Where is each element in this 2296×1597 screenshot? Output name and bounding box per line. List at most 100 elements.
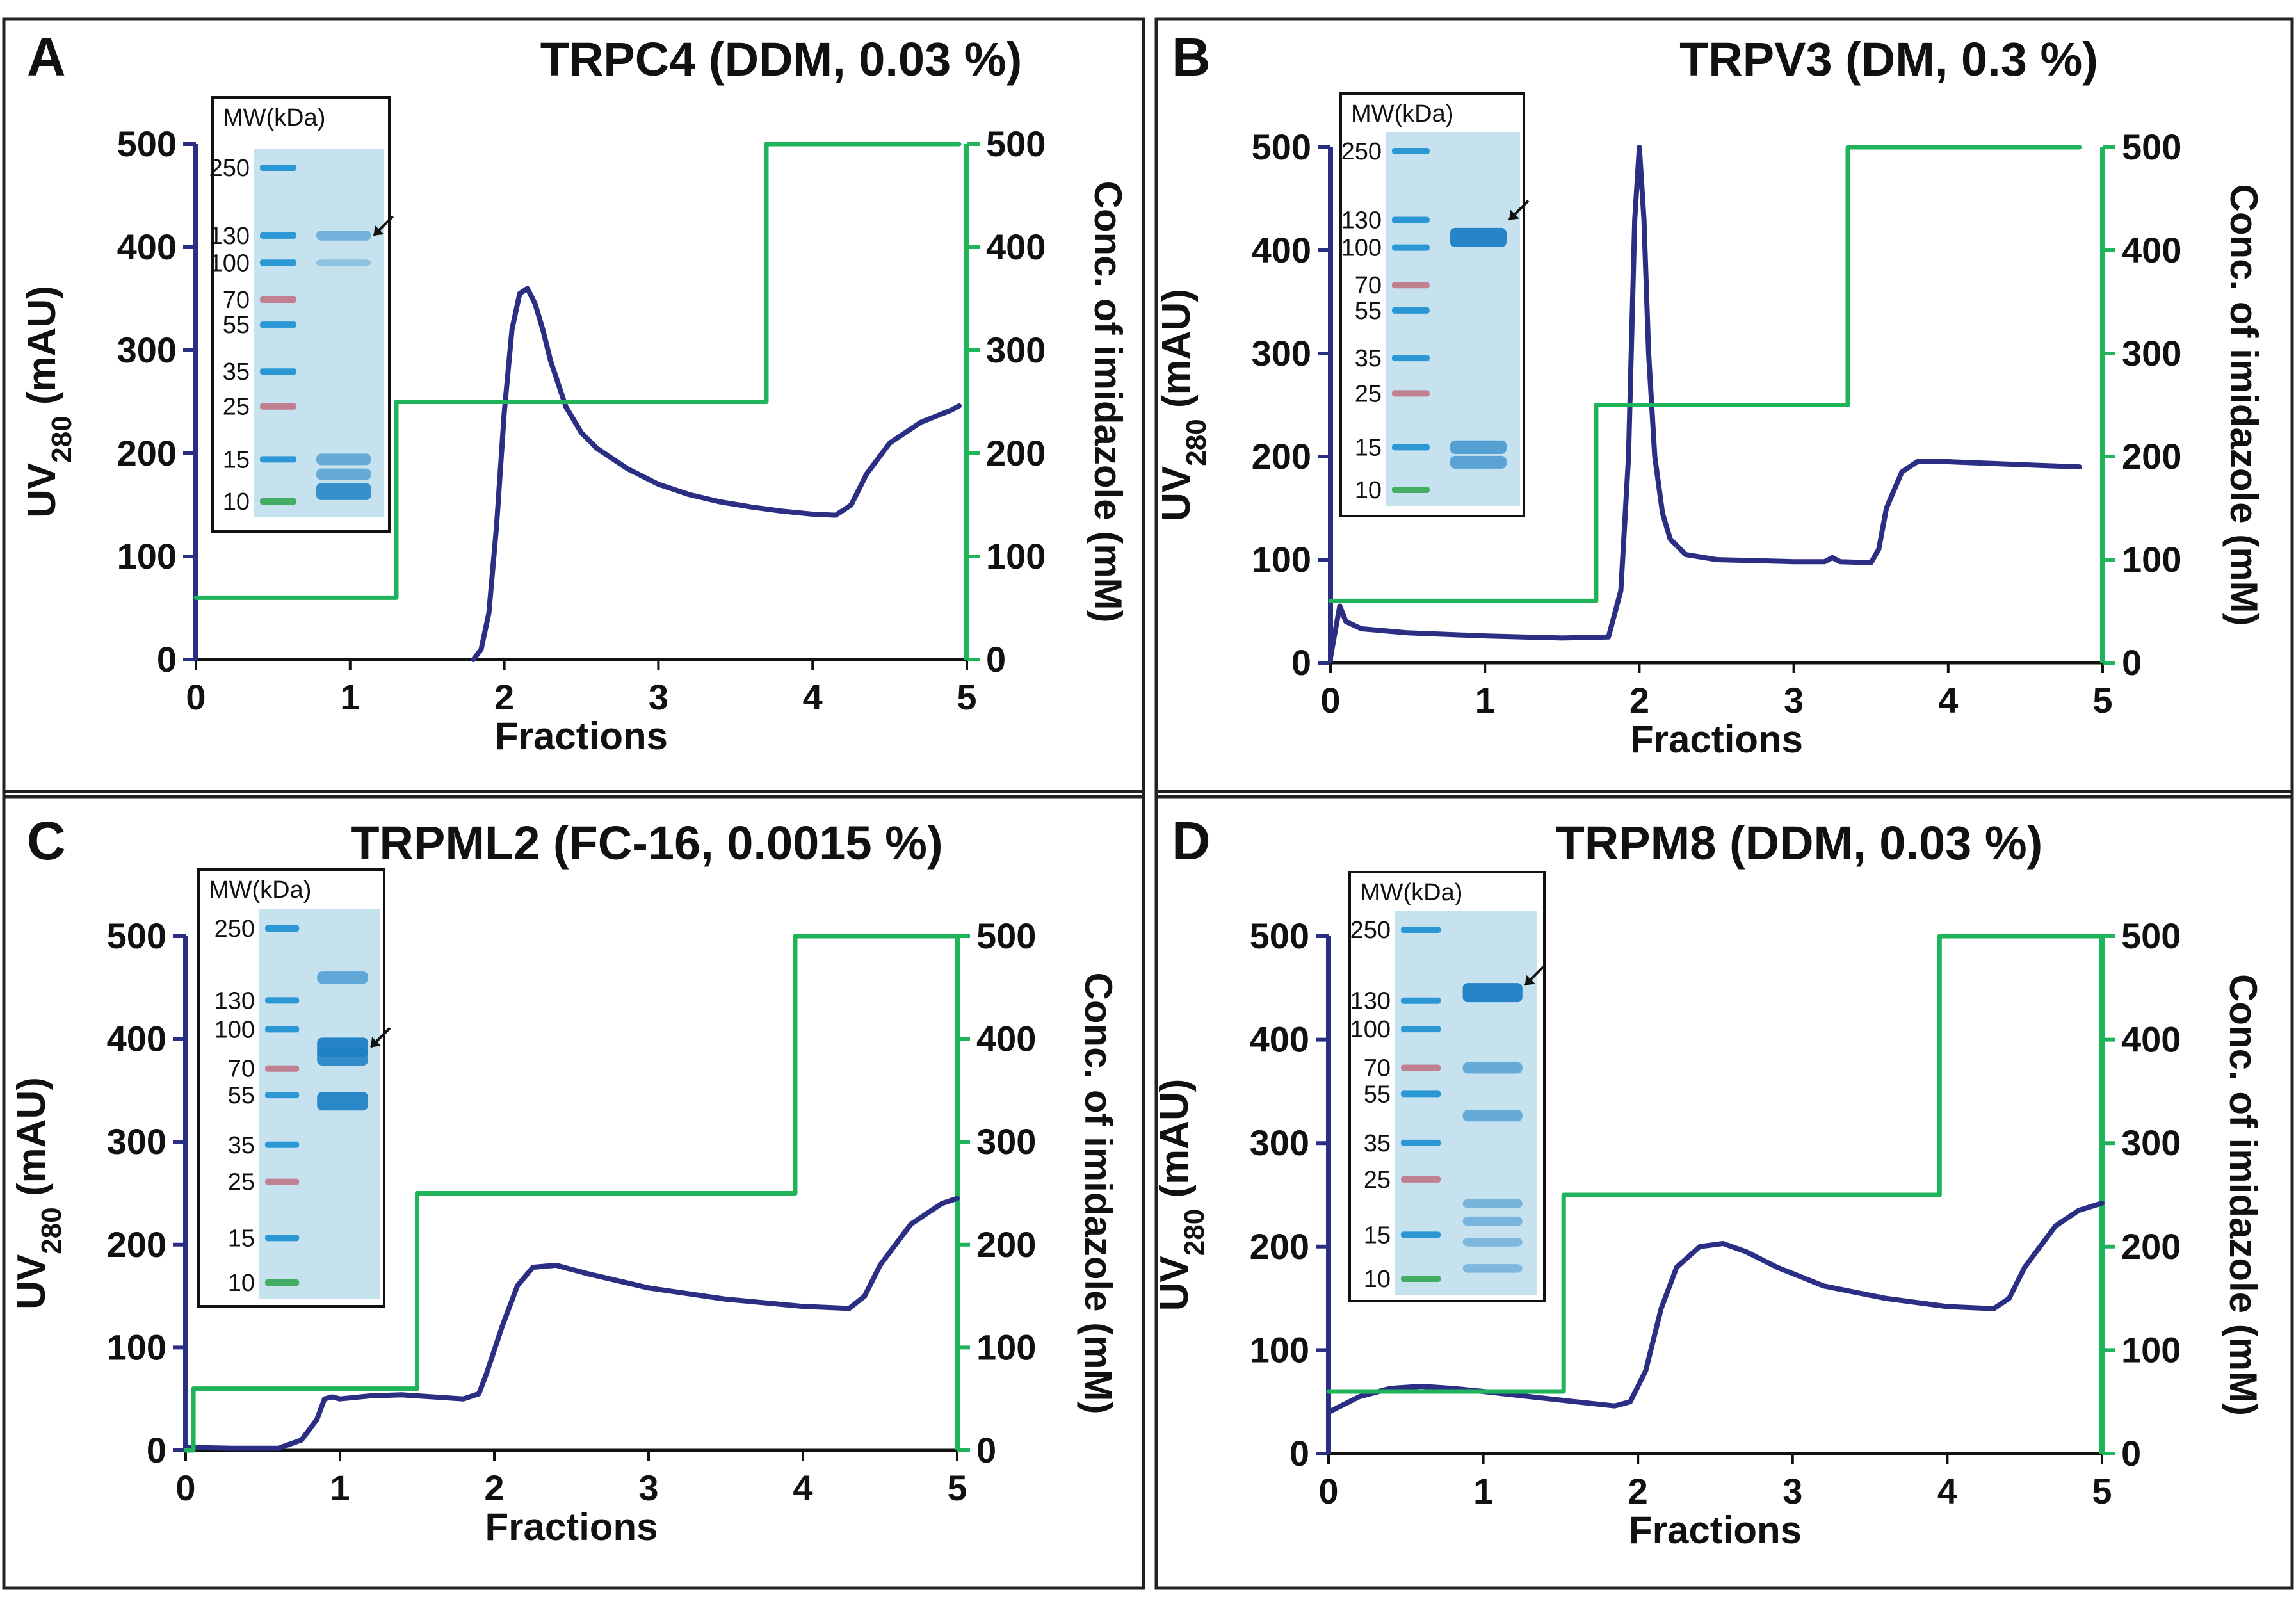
x-tick-label: 3 — [638, 1468, 658, 1508]
x-tick-label: 1 — [340, 677, 360, 717]
y-tick-label-right: 300 — [2121, 1123, 2181, 1163]
sample-band — [1450, 440, 1507, 454]
y-label-unit: (mAU) — [1154, 289, 1199, 419]
ladder-band — [260, 403, 297, 410]
y-axis-left-label: UV280 (mAU) — [10, 1077, 67, 1309]
y-tick-label-right: 100 — [986, 536, 1046, 576]
y-tick-label-left: 100 — [1250, 1329, 1309, 1370]
sample-band — [317, 1048, 368, 1066]
ladder-band — [265, 1279, 300, 1286]
y-tick-label-right: 300 — [2122, 333, 2181, 373]
x-tick-label: 2 — [1628, 1471, 1648, 1511]
sample-band — [1450, 455, 1507, 469]
y-axis-left-label: UV280 (mAU) — [1152, 1079, 1210, 1311]
gel-arrow-head — [371, 1037, 381, 1048]
sample-band — [1450, 227, 1507, 247]
x-tick-label: 4 — [793, 1468, 812, 1508]
y-tick-label-left: 400 — [1252, 230, 1311, 270]
ladder-band — [1392, 282, 1430, 289]
y-tick-label-right: 200 — [976, 1224, 1036, 1265]
ladder-band — [1401, 997, 1441, 1004]
x-tick-label: 3 — [649, 677, 668, 717]
gel-image — [1395, 911, 1537, 1295]
chart-title: TRPML2 (FC-16, 0.0015 %) — [350, 816, 942, 870]
ladder-band — [260, 456, 297, 463]
sample-band — [316, 259, 371, 266]
gel-marker-label: 25 — [223, 394, 250, 421]
y-tick-label-left: 500 — [1250, 916, 1309, 956]
ladder-band — [260, 368, 297, 375]
ladder-band — [260, 259, 297, 266]
gel-mw-header: MW(kDa) — [1351, 101, 1453, 127]
ladder-band — [1392, 244, 1430, 251]
ladder-band — [1401, 1139, 1441, 1146]
panel-frame — [1154, 17, 2294, 798]
gel-marker-label: 15 — [1355, 434, 1382, 461]
y-tick-label-left: 100 — [1252, 539, 1311, 580]
sample-band — [1462, 1238, 1523, 1247]
gel-marker-label: 15 — [228, 1225, 255, 1252]
gel-arrow-head — [1524, 975, 1535, 985]
gel-marker-label: 250 — [1350, 917, 1391, 944]
x-tick-label: 4 — [1938, 680, 1958, 720]
y-tick-label-right: 0 — [986, 639, 1006, 679]
y-tick-label-left: 400 — [107, 1019, 166, 1059]
sample-band — [1462, 983, 1523, 1003]
x-tick-label: 0 — [1320, 680, 1340, 720]
y-label-subscript: 280 — [36, 1207, 67, 1254]
sample-band — [1462, 1062, 1523, 1074]
gel-marker-label: 130 — [209, 223, 250, 250]
x-tick-label: 0 — [1318, 1471, 1338, 1511]
y-axis-left-label: UV280 (mAU) — [20, 286, 77, 518]
ladder-band — [1392, 355, 1430, 362]
series-line-imidazole — [1326, 934, 2105, 1394]
y-axis-right-label: Conc. of imidazole (mM) — [1077, 973, 1120, 1415]
ladder-band — [265, 1178, 300, 1185]
y-tick-label-left: 0 — [1289, 1433, 1309, 1473]
gel-marker-label: 250 — [214, 916, 255, 943]
y-tick-label-right: 400 — [2122, 230, 2181, 270]
sample-band — [316, 453, 371, 466]
series-line-uv280 — [471, 286, 962, 662]
gel-mw-header: MW(kDa) — [209, 877, 311, 904]
panel-letter: B — [1172, 27, 1211, 87]
y-tick-label-left: 500 — [117, 124, 177, 164]
ladder-band — [260, 296, 297, 304]
x-tick-label: 2 — [1629, 680, 1649, 720]
ladder-band — [1392, 148, 1430, 154]
ladder-band — [260, 498, 297, 505]
gel-marker-label: 70 — [1355, 272, 1382, 299]
gel-arrow-head — [1509, 209, 1519, 220]
gel-mw-header: MW(kDa) — [1360, 879, 1462, 906]
y-label-main: UV — [20, 463, 64, 518]
y-label-subscript: 280 — [1179, 1209, 1210, 1256]
gel-marker-label: 70 — [1364, 1055, 1391, 1082]
gel-mw-header: MW(kDa) — [223, 104, 325, 131]
sample-band — [316, 230, 371, 241]
sample-band — [316, 483, 371, 500]
y-tick-label-left: 100 — [117, 536, 177, 576]
gel-marker-label: 250 — [209, 155, 250, 182]
gel-marker-label: 100 — [214, 1016, 255, 1043]
x-tick-label: 3 — [1784, 680, 1804, 720]
gel-marker-label: 35 — [1355, 345, 1382, 372]
ladder-band — [265, 1026, 300, 1033]
y-tick-label-left: 0 — [1291, 642, 1311, 683]
gel-marker-label: 130 — [1350, 988, 1391, 1015]
chart-title: TRPC4 (DDM, 0.03 %) — [540, 33, 1022, 86]
ladder-band — [1401, 1090, 1441, 1098]
series-line-imidazole — [1328, 145, 2082, 603]
ladder-band — [1401, 1231, 1441, 1238]
y-label-subscript: 280 — [46, 416, 77, 462]
y-tick-label-right: 0 — [2122, 642, 2142, 683]
y-tick-label-right: 200 — [986, 433, 1046, 473]
ladder-band — [1392, 216, 1430, 223]
y-tick-label-left: 400 — [117, 227, 177, 267]
chart-panel-a: A TRPC4 (DDM, 0.03 %)0 1 2 3 4 5Fractions01002… — [2, 17, 1145, 798]
gel-marker-label: 10 — [223, 489, 250, 515]
y-tick-label-right: 200 — [2121, 1226, 2181, 1267]
